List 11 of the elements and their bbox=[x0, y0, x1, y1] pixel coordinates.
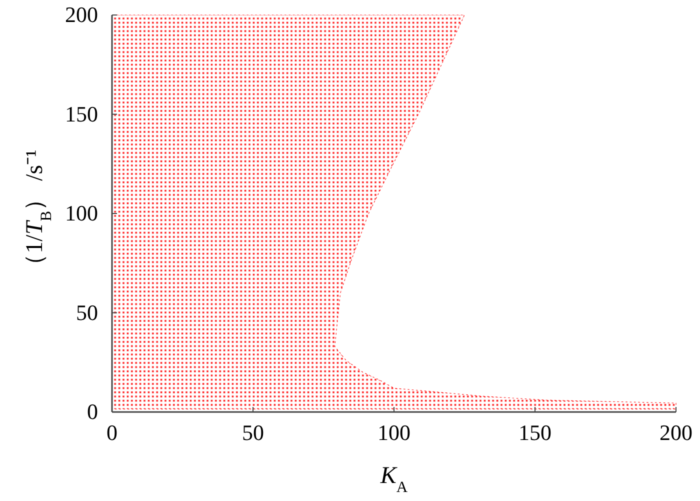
x-tick-label: 0 bbox=[106, 420, 118, 445]
x-tick-label: 200 bbox=[660, 420, 692, 445]
x-tick-label: 150 bbox=[518, 420, 552, 445]
y-tick-label: 200 bbox=[65, 2, 98, 27]
y-tick-label: 50 bbox=[76, 300, 98, 325]
y-tick-label: 100 bbox=[65, 200, 98, 226]
y-tick-label: 150 bbox=[65, 101, 98, 126]
y-tick-label: 0 bbox=[87, 399, 98, 424]
x-tick-label: 50 bbox=[242, 420, 264, 445]
x-tick-label: 100 bbox=[378, 420, 410, 445]
x-axis-title: K$_{A}$ bbox=[379, 463, 408, 496]
